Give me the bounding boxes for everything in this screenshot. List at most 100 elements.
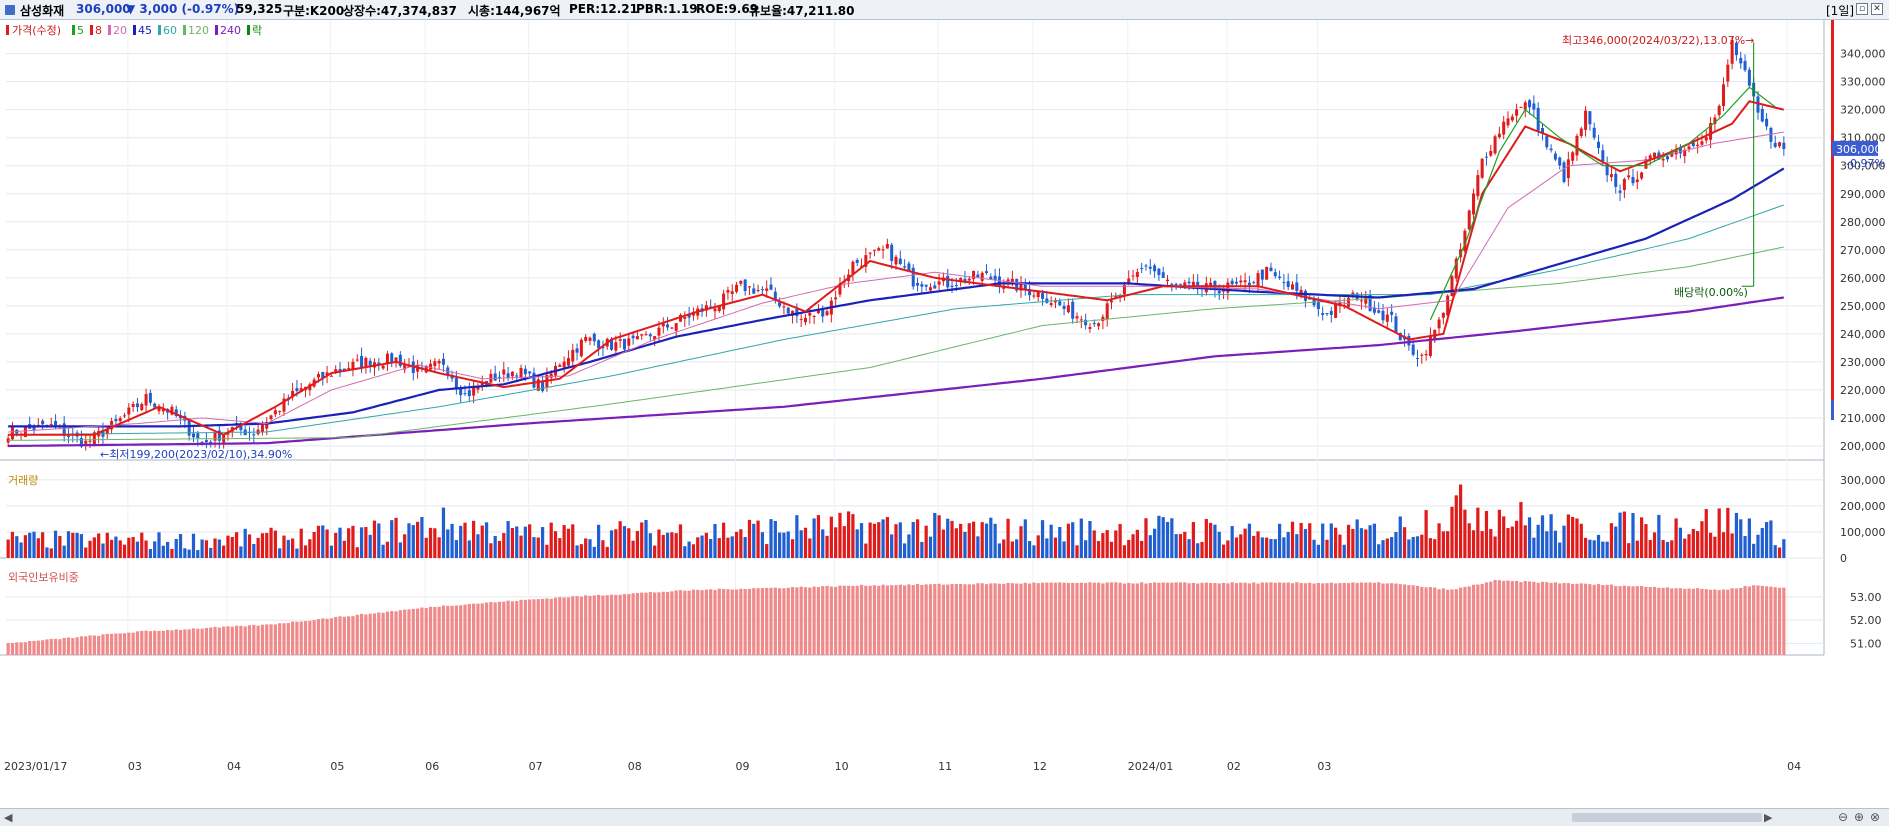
foreign-ownership-bar: [1299, 582, 1303, 655]
volume-bar: [1484, 510, 1489, 558]
foreign-ownership-bar: [1609, 584, 1614, 655]
volume-bar: [359, 527, 364, 558]
candle-body: [1058, 301, 1062, 306]
foreign-ownership-bar: [428, 606, 433, 655]
foreign-ownership-bar: [829, 586, 833, 655]
foreign-ownership-bar: [1592, 584, 1596, 655]
foreign-ownership-bar: [670, 591, 674, 655]
foreign-ownership-bar: [1109, 582, 1114, 655]
foreign-ownership-bar: [1346, 583, 1351, 655]
horizontal-scrollbar[interactable]: ◀ ▶ ⊖ ⊕ ⊗: [0, 808, 1889, 826]
foreign-ownership-bar: [15, 642, 19, 655]
candle-body: [1540, 127, 1544, 134]
volume-bar: [1187, 539, 1191, 558]
foreign-ownership-bar: [657, 592, 661, 655]
menu-icon[interactable]: [5, 5, 15, 15]
volume-bar: [1321, 523, 1325, 558]
volume-bar: [1730, 533, 1734, 558]
foreign-ownership-bar: [1764, 586, 1769, 655]
price-tick-label: 300,000: [1840, 160, 1886, 173]
volume-bar: [355, 547, 359, 558]
candle-body: [433, 361, 437, 367]
close-icon[interactable]: ✕: [1871, 3, 1883, 15]
stock-name[interactable]: 삼성화재: [20, 4, 65, 18]
candle-body: [1674, 149, 1678, 155]
candle-body: [653, 336, 657, 340]
volume-bar: [1204, 519, 1208, 558]
minimize-icon[interactable]: ▫: [1856, 3, 1868, 15]
volume-bar: [6, 539, 10, 558]
foreign-ownership-bar: [648, 592, 652, 655]
price-tick-label: 260,000: [1840, 272, 1886, 285]
volume-bar: [484, 522, 489, 558]
volume-bar: [898, 522, 902, 558]
candle-body: [967, 278, 971, 281]
ma120-line: [8, 246, 1784, 441]
candle-body: [1502, 121, 1506, 135]
candle-body: [1609, 174, 1613, 177]
candle-body: [1597, 141, 1601, 148]
foreign-ownership-bar: [627, 594, 631, 655]
volume-bar: [575, 545, 579, 558]
foreign-ownership-bar: [515, 601, 519, 655]
candle-body: [778, 302, 782, 307]
zoom-reset-icon[interactable]: ⊗: [1870, 810, 1881, 824]
volume-bar: [385, 541, 390, 558]
foreign-ownership-bar: [1152, 582, 1157, 655]
period-selector[interactable]: [1일]: [1826, 4, 1855, 18]
stock-chart[interactable]: 340,000330,000320,000310,000300,000290,0…: [0, 20, 1889, 808]
foreign-ownership-bar: [825, 585, 829, 655]
candle-body: [1019, 282, 1023, 291]
volume-bar: [726, 537, 730, 558]
foreign-ownership-bar: [967, 584, 971, 655]
candle-body: [1648, 155, 1652, 160]
candle-body: [140, 404, 144, 411]
volume-bar: [1579, 523, 1583, 558]
scroll-left-icon[interactable]: ◀: [4, 811, 13, 824]
foreign-ownership-bar: [1644, 586, 1648, 655]
candle-body: [131, 404, 135, 407]
candle-body: [1148, 266, 1152, 269]
volume-bar: [230, 537, 234, 558]
volume-bar: [278, 548, 282, 558]
volume-bar: [441, 507, 446, 558]
foreign-ownership-bar: [885, 585, 889, 655]
x-tick-label: 2024/01: [1128, 760, 1174, 773]
volume-bar: [502, 533, 506, 558]
volume-bar: [1532, 537, 1536, 558]
volume-bar: [1342, 544, 1346, 558]
zoom-in-icon[interactable]: ⊕: [1854, 810, 1865, 824]
foreign-ownership-bar: [1170, 582, 1174, 655]
volume-bar: [1661, 540, 1665, 558]
scroll-thumb[interactable]: [1572, 813, 1762, 822]
candle-body: [6, 438, 10, 443]
candle-body: [1295, 282, 1299, 292]
candle-body: [123, 415, 127, 417]
volume-bar: [1161, 517, 1165, 558]
foreign-ownership-bar: [377, 612, 381, 655]
title-bar: 삼성화재 306,000 ▼ 3,000 (-0.97%) 59,325 구분:…: [0, 0, 1889, 20]
zoom-out-icon[interactable]: ⊖: [1838, 810, 1849, 824]
volume-bar: [1303, 529, 1308, 558]
volume-bar: [303, 545, 308, 558]
candle-body: [860, 265, 864, 267]
foreign-ownership-bar: [217, 627, 221, 655]
candle-body: [558, 364, 562, 367]
candle-body: [441, 358, 445, 365]
foreign-ownership-bar: [584, 595, 588, 655]
foreign-ownership-bar: [1605, 584, 1609, 655]
foreign-ownership-bar: [312, 620, 316, 655]
foreign-ownership-bar: [1088, 582, 1092, 655]
volume-bar: [713, 523, 717, 558]
volume-bar: [1118, 524, 1122, 558]
volume-bar: [756, 520, 760, 558]
candle-body: [1549, 148, 1553, 151]
x-tick-label: 08: [628, 760, 642, 773]
candle-body: [1191, 281, 1195, 286]
volume-bar: [1019, 526, 1023, 558]
volume-bar: [118, 540, 122, 558]
volume-bar: [1683, 538, 1687, 558]
volume-bar: [32, 531, 36, 558]
volume-bar: [678, 524, 683, 558]
scroll-right-icon[interactable]: ▶: [1764, 811, 1773, 824]
